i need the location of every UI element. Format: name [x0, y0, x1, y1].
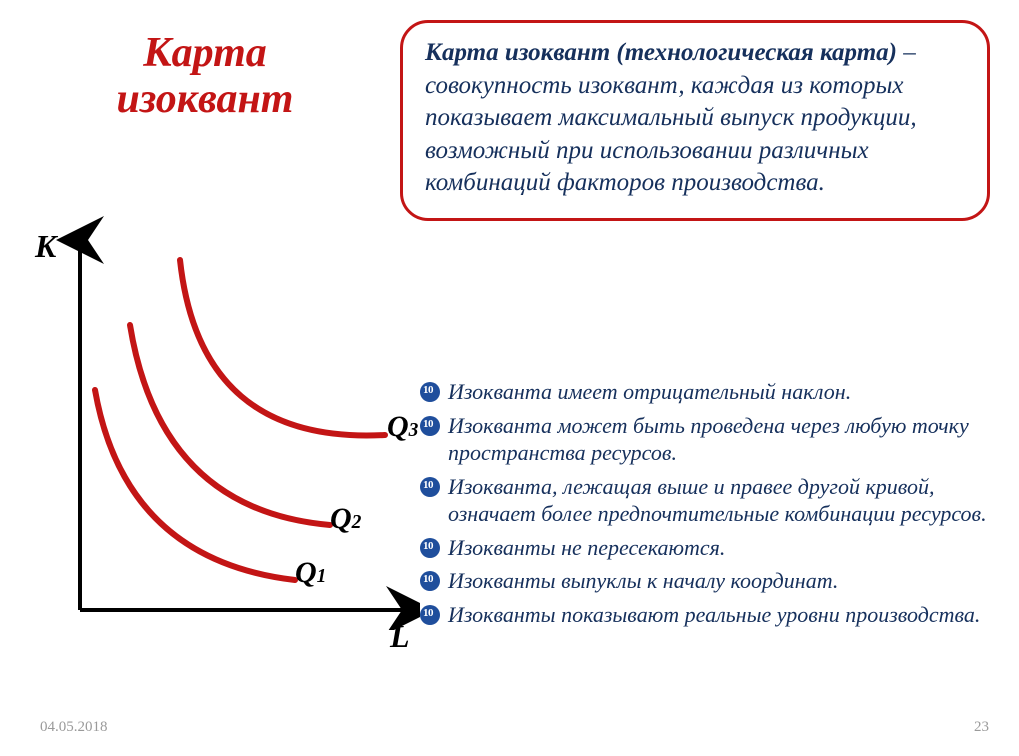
bullet-item: Изокванты показывают реальные уровни про…	[420, 601, 1010, 629]
chart-svg	[30, 210, 420, 630]
axis-label-l: L	[390, 618, 410, 655]
definition-box: Карта изоквант (технологическая карта) –…	[400, 20, 990, 221]
definition-bold: Карта изоквант (технологическая карта)	[425, 39, 897, 66]
footer-page: 23	[974, 719, 989, 736]
bullet-item: Изокванта, лежащая выше и правее другой …	[420, 473, 1010, 528]
axis-label-k: K	[35, 228, 56, 265]
curve-label: Q2	[330, 502, 361, 536]
bullet-list: Изокванта имеет отрицательный наклон. Изо…	[420, 378, 1010, 634]
curve-label: Q1	[295, 556, 326, 590]
curve-label: Q3	[387, 410, 418, 444]
slide-title: Карта изоквант	[30, 30, 380, 122]
isoquant-chart: K L Q1Q2Q3	[30, 210, 420, 630]
bullet-item: Изокванта имеет отрицательный наклон.	[420, 378, 1010, 406]
bullet-item: Изокванты не пересекаются.	[420, 534, 1010, 562]
bullet-item: Изокванта может быть проведена через люб…	[420, 412, 1010, 467]
bullet-item: Изокванты выпуклы к началу координат.	[420, 567, 1010, 595]
title-line2: изоквант	[30, 76, 380, 122]
footer-date: 04.05.2018	[40, 719, 108, 736]
title-line1: Карта	[30, 30, 380, 76]
